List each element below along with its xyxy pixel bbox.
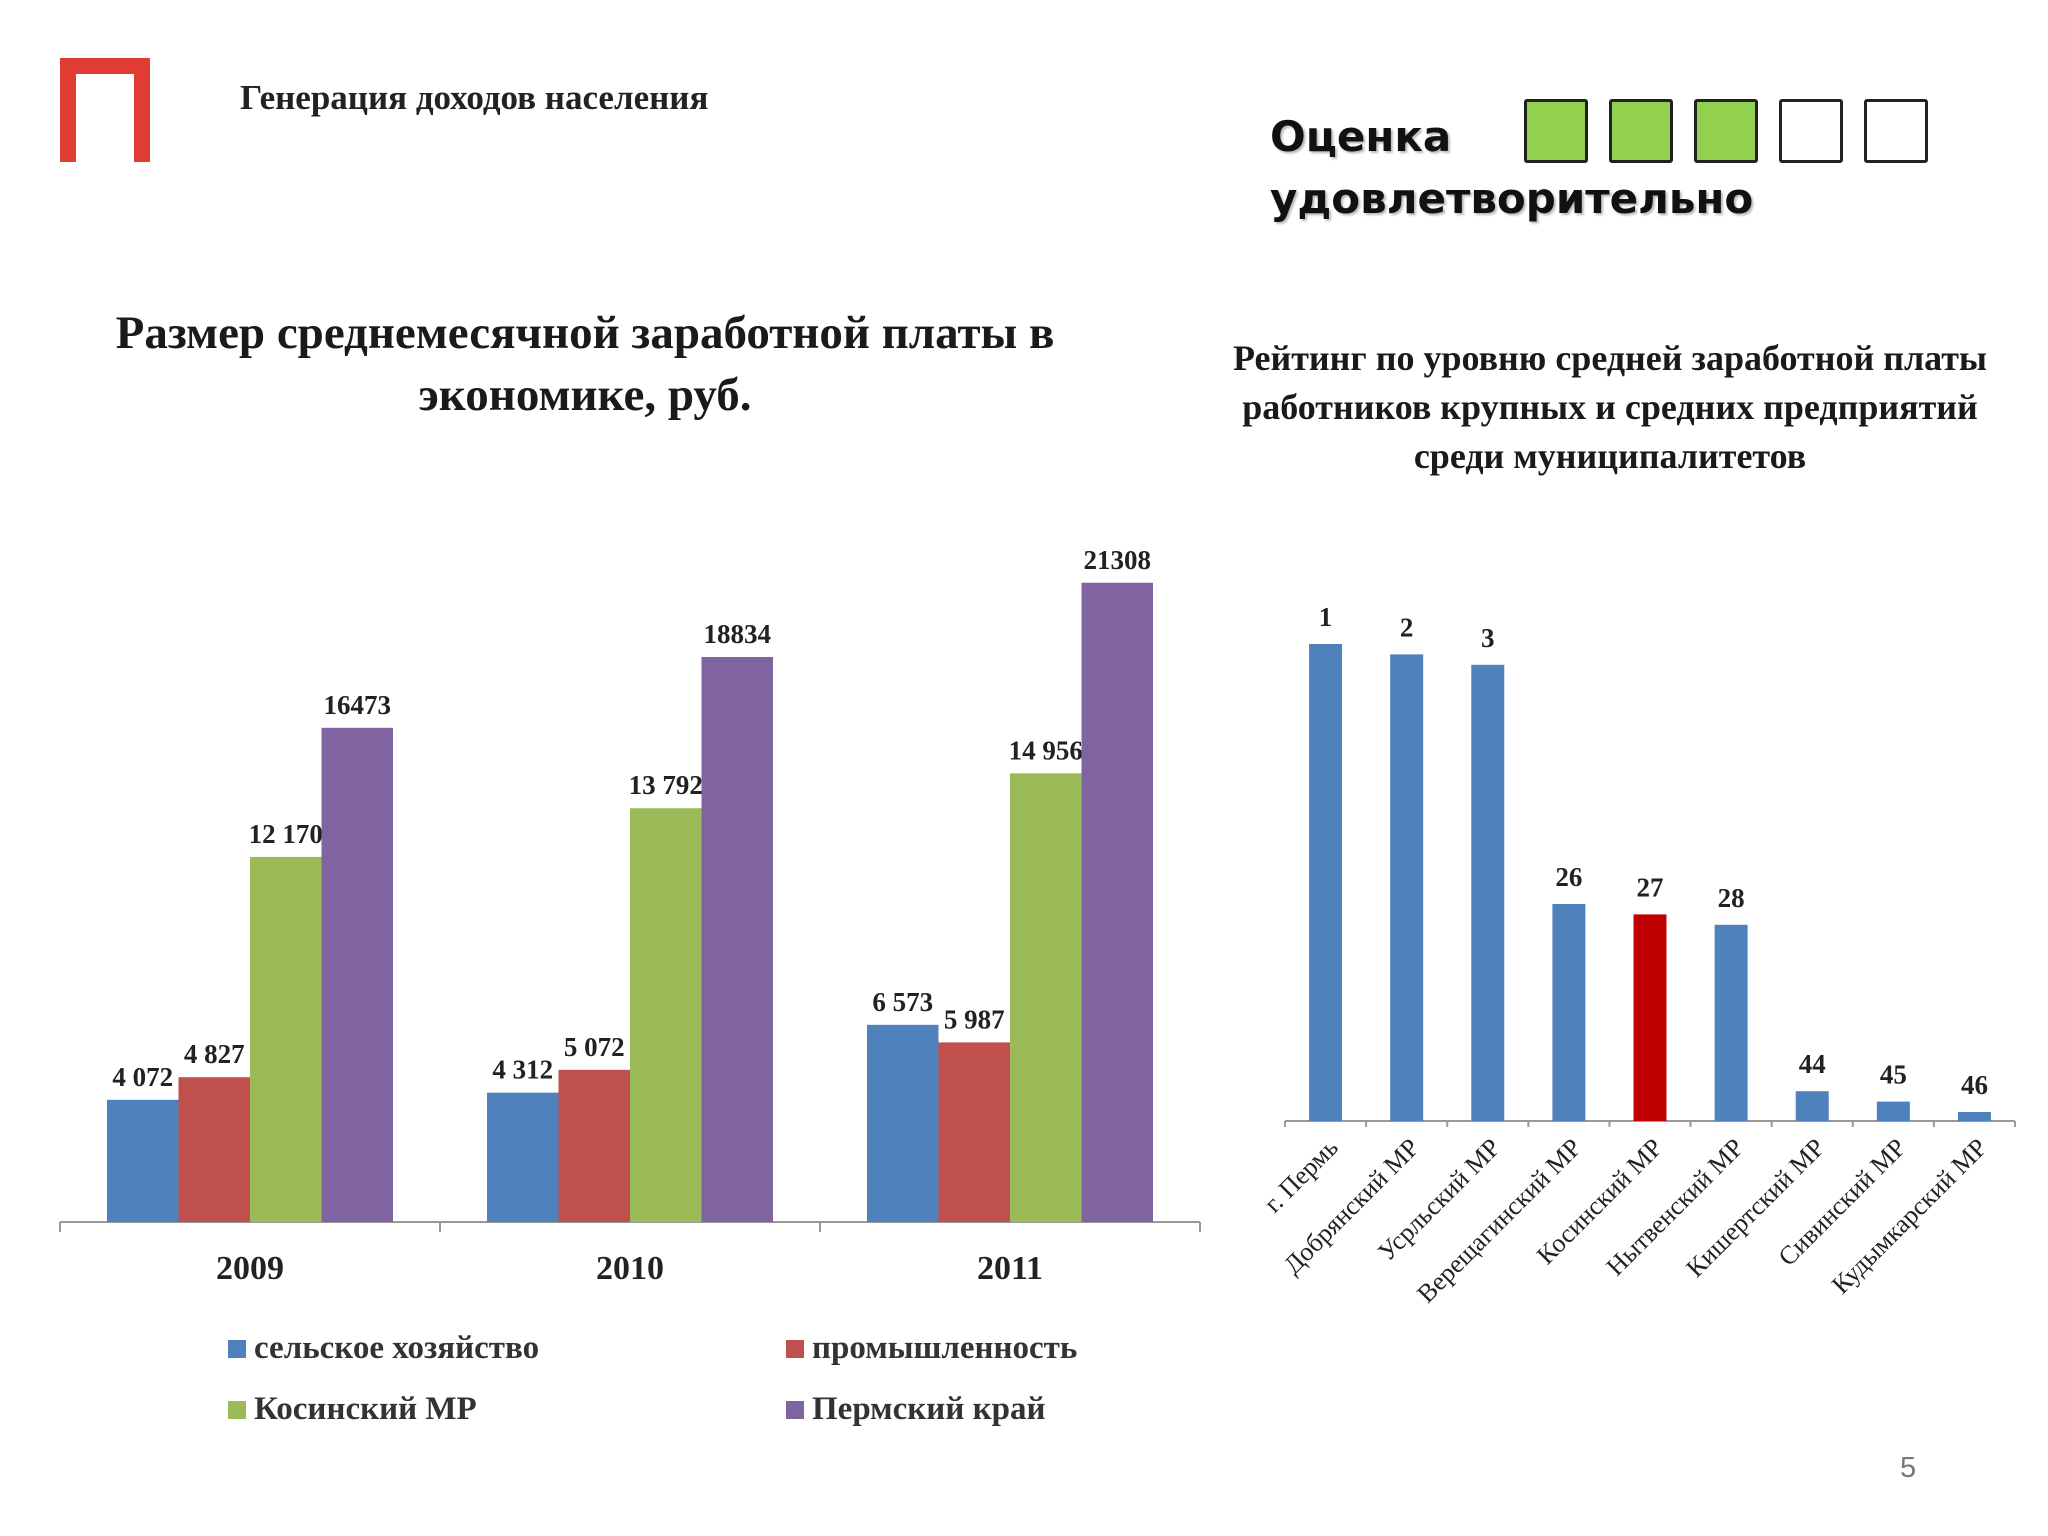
data-label: 18834	[704, 619, 772, 649]
data-label: 21308	[1084, 545, 1152, 575]
rating-label: Оценка удовлетворительно	[1270, 112, 1754, 223]
legend-swatch	[228, 1339, 246, 1358]
bar	[1957, 1112, 1991, 1121]
bar	[630, 808, 702, 1222]
logo-icon	[60, 58, 150, 162]
data-label: 5 987	[944, 1004, 1005, 1034]
legend-item: промышленность	[786, 1330, 1077, 1367]
legend-label: Косинский МР	[254, 1391, 477, 1427]
bar	[1309, 644, 1343, 1121]
data-label: 27	[1637, 872, 1664, 902]
data-label: 45	[1880, 1060, 1907, 1090]
data-label: 46	[1961, 1070, 1988, 1100]
bar	[1471, 664, 1505, 1121]
legend-item: сельское хозяйство	[228, 1330, 539, 1367]
legend-swatch	[228, 1400, 246, 1419]
data-label: 4 827	[184, 1039, 245, 1069]
salary-chart-legend: сельское хозяйство промышленность Косинс…	[228, 1330, 1128, 1460]
bar	[1876, 1101, 1910, 1121]
bar	[1795, 1091, 1829, 1121]
data-label: 4 072	[112, 1062, 173, 1092]
legend-item: Косинский МР	[228, 1391, 477, 1428]
data-label: 28	[1718, 883, 1745, 913]
rating-box	[1864, 99, 1928, 163]
bar	[867, 1024, 939, 1222]
rating-box	[1609, 99, 1673, 163]
bar	[178, 1077, 250, 1222]
data-label: 44	[1799, 1049, 1826, 1079]
x-tick-label: Кудымкарский МР	[1826, 1133, 1993, 1300]
bar	[250, 856, 322, 1222]
x-tick-label: 2009	[216, 1250, 284, 1287]
x-tick-label: Кишертский МР	[1680, 1133, 1830, 1283]
bar	[558, 1069, 630, 1222]
legend-swatch	[786, 1339, 804, 1358]
data-label: 16473	[324, 690, 392, 720]
page-header-title: Генерация доходов населения	[240, 78, 709, 117]
rating-chart-title: Рейтинг по уровню средней заработной пла…	[1233, 338, 1987, 476]
legend-label: промышленность	[812, 1330, 1078, 1366]
bar	[1552, 904, 1586, 1121]
data-label: 3	[1481, 623, 1495, 653]
bar	[107, 1099, 179, 1222]
rating-box	[1779, 99, 1843, 163]
bar	[1010, 773, 1082, 1222]
data-label: 4 312	[492, 1055, 553, 1085]
salary-chart: 2009 4 072 4 827 12 170 16473 2010 4 312 5 072 1…	[59, 545, 1201, 1287]
bar	[1081, 582, 1153, 1222]
data-label: 2	[1400, 612, 1414, 642]
rating-box	[1524, 99, 1588, 163]
data-label: 12 170	[249, 819, 323, 849]
data-label: 26	[1555, 862, 1582, 892]
bar	[938, 1042, 1010, 1222]
legend-swatch	[786, 1400, 804, 1419]
legend-item: Пермский край	[786, 1391, 1045, 1428]
bar	[701, 656, 773, 1222]
x-tick-label: Нытвенский МР	[1601, 1133, 1750, 1282]
legend-label: Пермский край	[812, 1391, 1046, 1427]
x-tick-label: 2010	[596, 1250, 664, 1287]
logo-shape	[60, 58, 150, 162]
legend-label: сельское хозяйство	[254, 1330, 540, 1366]
bar	[1714, 924, 1748, 1121]
data-label: 1	[1319, 602, 1333, 632]
bar	[1633, 914, 1667, 1121]
data-label: 13 792	[629, 770, 703, 800]
data-label: 6 573	[872, 987, 933, 1017]
salary-chart-title: Размер среднемесячной заработной платы в…	[115, 307, 1055, 421]
rating-box	[1694, 99, 1758, 163]
bar	[487, 1092, 559, 1222]
page-number: 5	[1900, 1452, 1917, 1484]
data-label: 5 072	[564, 1032, 625, 1062]
data-label: 14 956	[1009, 735, 1083, 765]
bar	[321, 727, 393, 1222]
bar	[1390, 654, 1424, 1121]
x-tick-label: 2011	[977, 1250, 1043, 1287]
